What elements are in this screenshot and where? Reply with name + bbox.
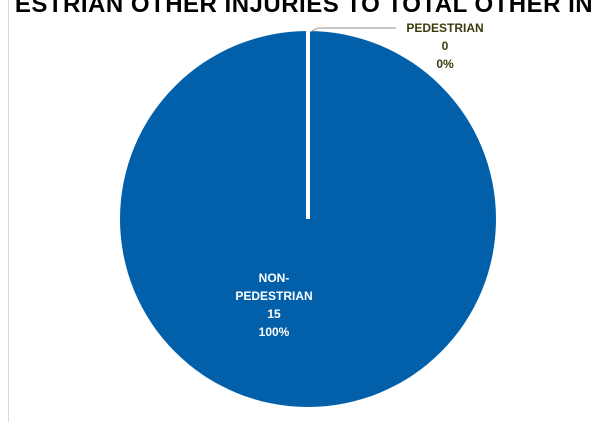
pedestrian-data-label-line-1: 0 bbox=[442, 39, 449, 53]
chart-frame bbox=[8, 0, 608, 422]
non-pedestrian-data-label-line-1: PEDESTRIAN bbox=[235, 289, 312, 303]
non-pedestrian-data-label-line-0: NON- bbox=[259, 271, 290, 285]
pedestrian-leader-line bbox=[309, 27, 396, 33]
pedestrian-data-label-line-2: 0% bbox=[436, 57, 454, 71]
chart-title: ESTRIAN OTHER INJURIES TO TOTAL OTHER IN bbox=[14, 0, 594, 18]
non-pedestrian-data-label-line-3: 100% bbox=[259, 325, 290, 339]
pedestrian-data-label-line-0: PEDESTRIAN bbox=[406, 21, 483, 35]
non-pedestrian-data-label-line-2: 15 bbox=[267, 307, 281, 321]
